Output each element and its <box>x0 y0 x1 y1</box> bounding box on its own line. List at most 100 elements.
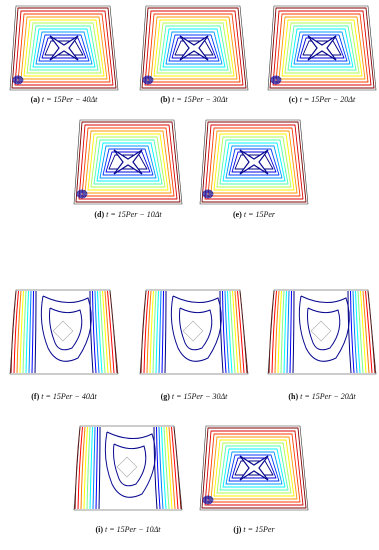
streamline <box>11 7 117 89</box>
contour <box>277 290 282 374</box>
contour <box>289 290 292 374</box>
contour <box>28 290 32 374</box>
streamline <box>201 121 307 203</box>
panel-caption: (j) t = 15Per <box>189 525 319 534</box>
streamline <box>26 22 102 74</box>
streamline <box>278 16 366 80</box>
contour <box>89 290 94 374</box>
vortex <box>204 497 212 503</box>
contour <box>158 426 164 510</box>
vortex <box>78 191 86 197</box>
streamline <box>144 10 244 86</box>
panel-caption: (c) t = 15Per − 20Δt <box>257 95 379 104</box>
panel-label: (e) <box>232 210 242 219</box>
contour <box>104 290 112 374</box>
contour <box>143 290 149 374</box>
contour <box>292 290 295 374</box>
domain-outline <box>267 289 377 375</box>
panel-caption: (b) t = 15Per − 30Δt <box>129 95 259 104</box>
contour <box>237 290 245 374</box>
streamline <box>41 37 87 59</box>
streamline <box>204 430 304 506</box>
vortex <box>205 498 211 502</box>
contour <box>80 426 86 510</box>
contour <box>104 431 156 498</box>
vortex <box>204 191 212 197</box>
vortex <box>144 77 152 83</box>
domain-outline <box>9 5 119 91</box>
domain-outline <box>199 119 309 205</box>
vortex <box>79 192 85 196</box>
obstacle <box>182 320 204 342</box>
vortex <box>12 75 24 85</box>
contour <box>280 290 285 374</box>
contour <box>227 290 233 374</box>
contour <box>107 290 115 374</box>
contour <box>149 290 154 374</box>
panel-label: (g) <box>160 392 170 401</box>
contour <box>163 426 170 510</box>
streamline <box>234 460 274 476</box>
obstacle <box>307 35 337 61</box>
vortex <box>15 78 21 82</box>
streamline <box>29 25 99 71</box>
streamline <box>284 22 360 74</box>
streamline <box>174 40 214 56</box>
contour <box>229 290 236 374</box>
contour <box>158 290 162 374</box>
contour <box>49 307 83 351</box>
panel-caption: (g) t = 15Per − 30Δt <box>129 392 259 401</box>
contour <box>155 290 159 374</box>
contour <box>95 426 98 510</box>
contour <box>83 426 88 510</box>
contour <box>77 426 83 510</box>
streamline <box>84 130 172 194</box>
obstacle <box>116 456 138 478</box>
streamline <box>23 19 105 77</box>
streamline <box>281 19 363 77</box>
caption-text: t = 15Per − 10Δt <box>106 210 162 219</box>
contour <box>357 290 364 374</box>
contour <box>352 290 358 374</box>
contour <box>161 426 167 510</box>
contour <box>307 307 341 351</box>
contour <box>89 426 93 510</box>
streamline <box>210 436 298 500</box>
vortex <box>271 76 281 84</box>
streamline <box>231 457 277 479</box>
streamline-plot <box>73 119 183 205</box>
streamline <box>153 19 235 77</box>
panel-label: (c) <box>288 95 298 104</box>
panel-caption: (h) t = 15Per − 20Δt <box>257 392 379 401</box>
vortex <box>145 78 151 82</box>
streamline-plot <box>139 5 249 91</box>
contour <box>171 426 179 510</box>
contour <box>232 290 239 374</box>
streamline <box>171 37 217 59</box>
obstacle <box>52 320 74 342</box>
caption-text: t = 15Per − 30Δt <box>171 392 228 401</box>
streamline <box>302 40 342 56</box>
streamline <box>78 124 178 200</box>
vortex <box>205 192 211 196</box>
streamline <box>216 136 292 188</box>
contour <box>92 426 96 510</box>
streamline <box>159 25 229 71</box>
streamline-plot <box>199 425 309 511</box>
contour <box>113 443 147 487</box>
streamline <box>102 148 154 176</box>
streamline <box>228 148 280 176</box>
streamline <box>293 31 351 65</box>
obstacle <box>310 320 332 342</box>
contour <box>156 426 161 510</box>
panel-caption: (e) t = 15Per <box>189 210 319 219</box>
streamline <box>150 16 238 80</box>
streamline <box>156 22 232 74</box>
streamline <box>14 10 114 86</box>
contour <box>350 290 355 374</box>
streamline <box>225 451 283 485</box>
streamline <box>141 7 247 89</box>
streamline <box>275 13 369 83</box>
contour <box>179 307 213 351</box>
streamline <box>272 10 372 86</box>
